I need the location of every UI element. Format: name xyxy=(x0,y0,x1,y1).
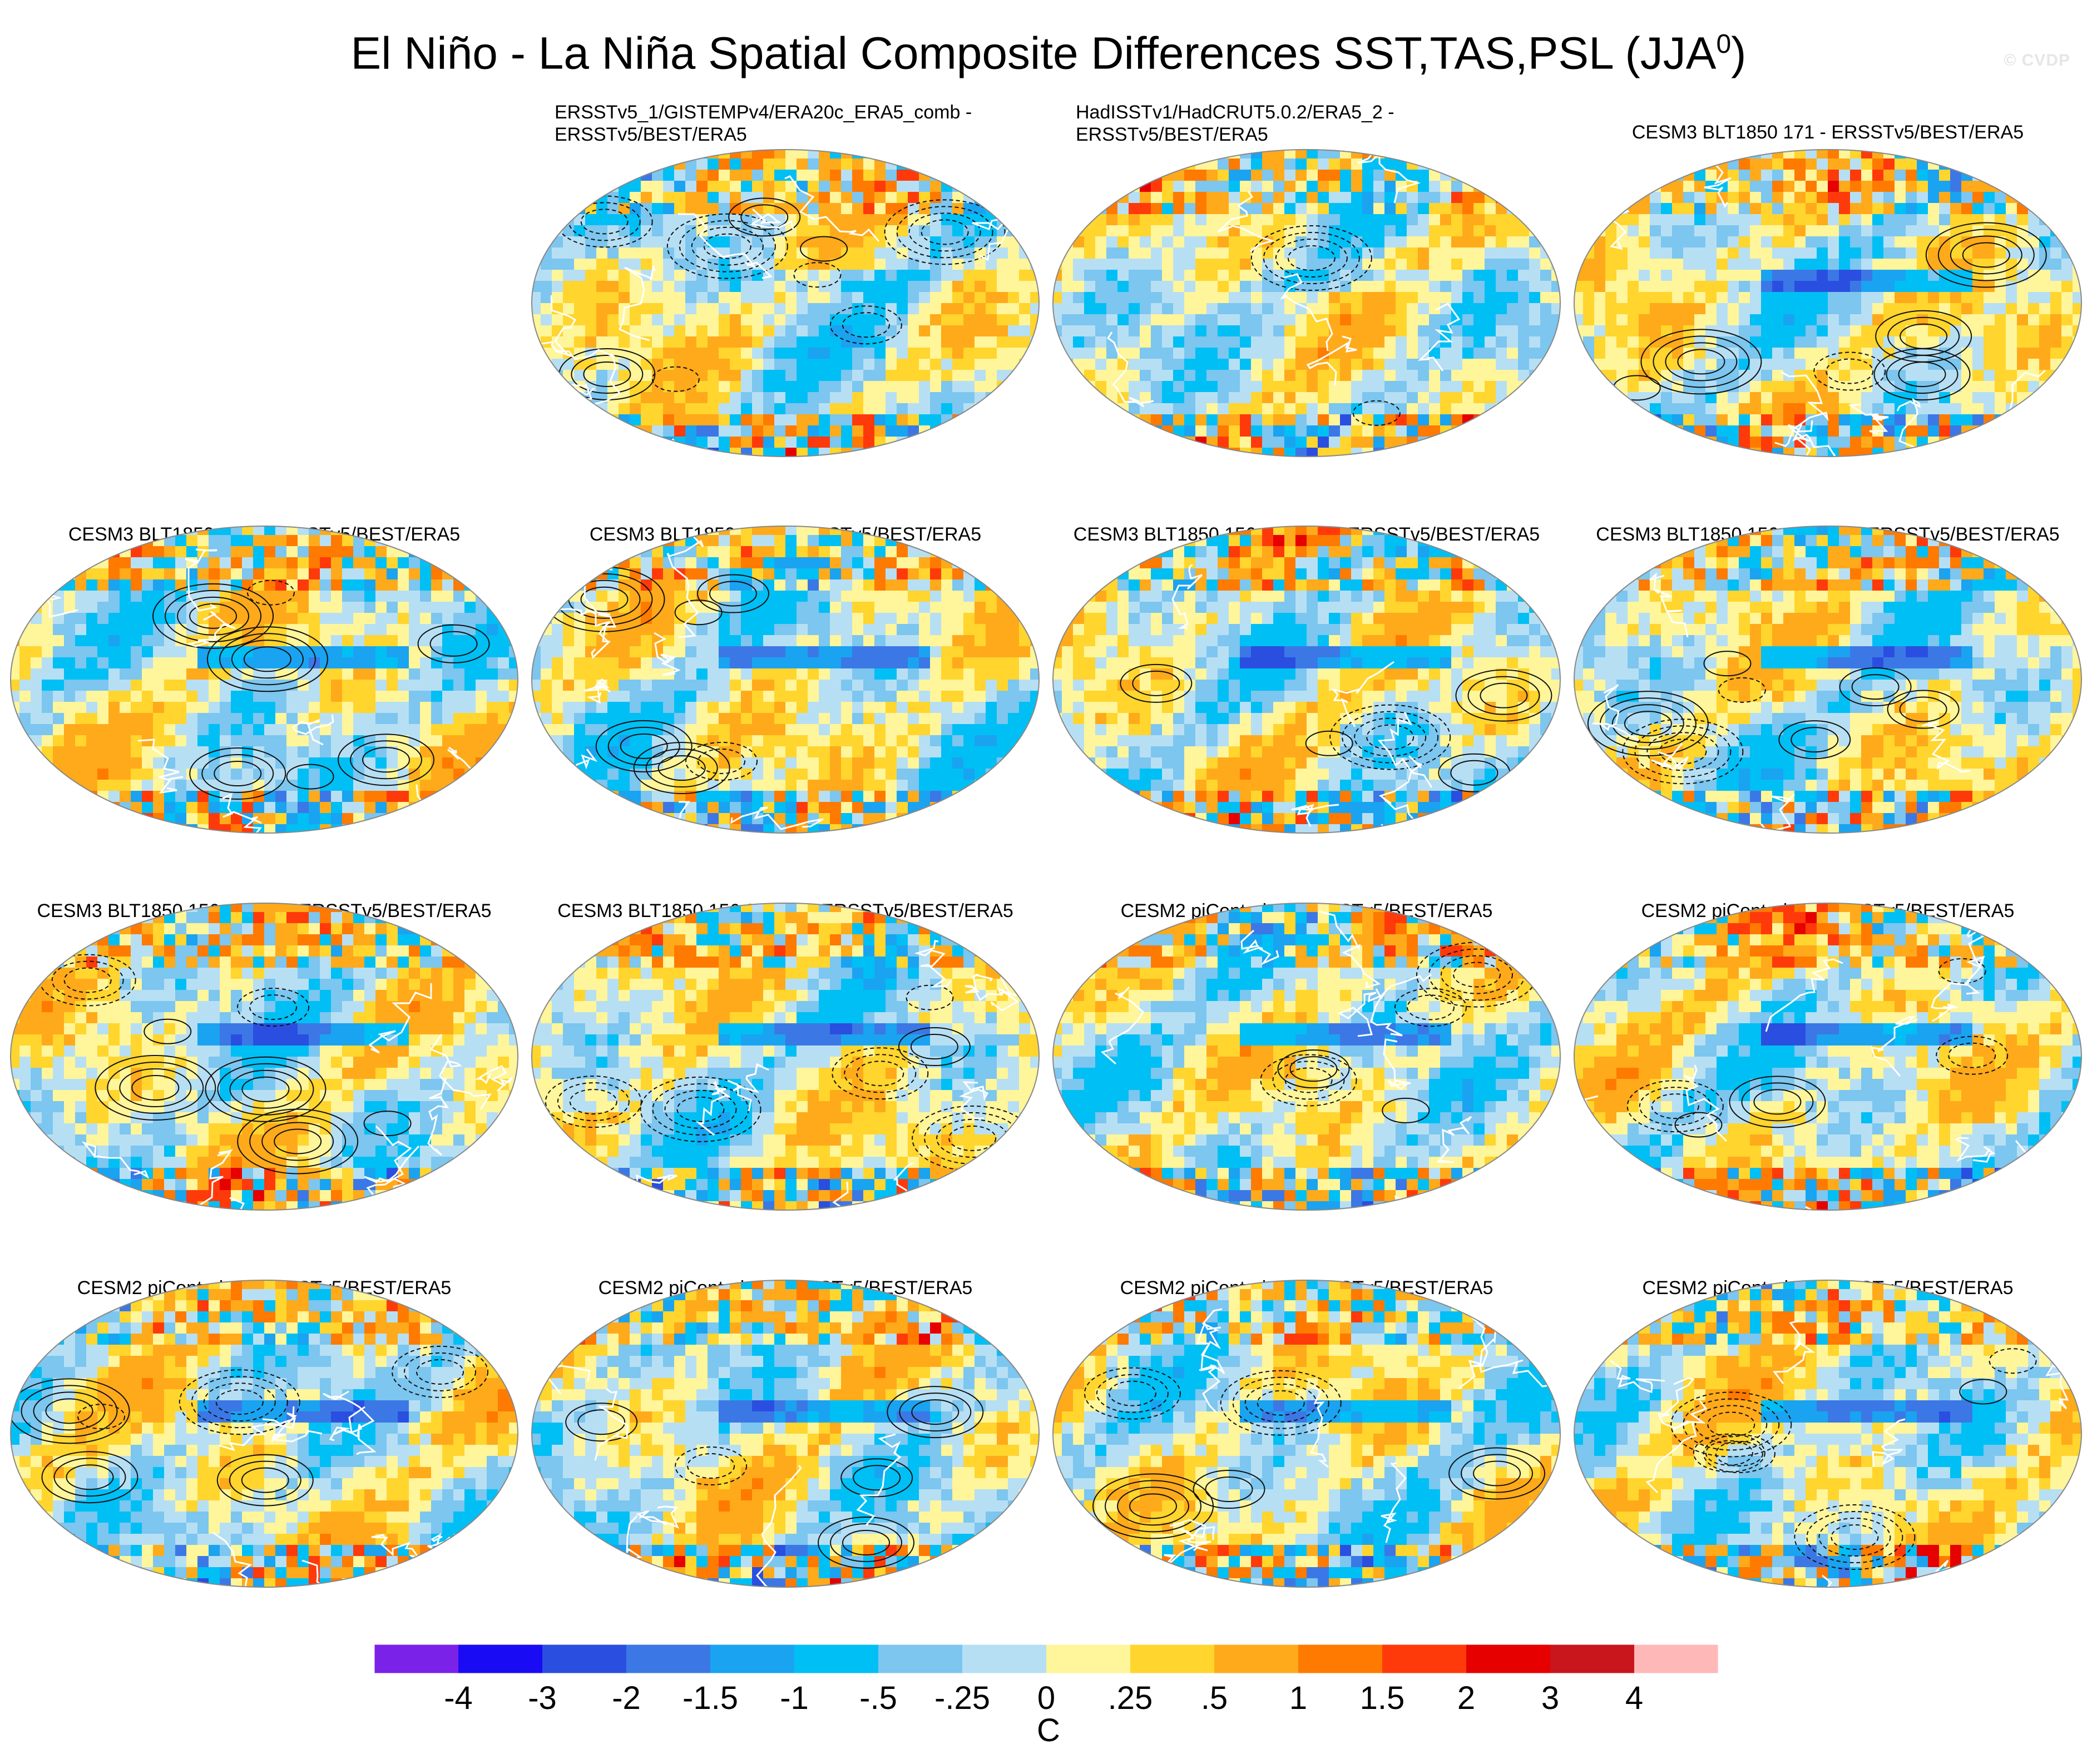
colorbar-segment xyxy=(1550,1644,1634,1673)
map-panel xyxy=(1052,1280,1561,1588)
map-panel xyxy=(1574,526,2082,834)
map-panel xyxy=(531,1280,1040,1588)
panel-title-line: HadISSTv1/HadCRUT5.0.2/ERA5_2 - xyxy=(1076,102,1394,123)
colorbar-units: C xyxy=(1037,1712,1060,1748)
colorbar-segment xyxy=(374,1644,458,1673)
colorbar-segment xyxy=(1466,1644,1550,1673)
colorbar-tick-label: -3 xyxy=(528,1680,557,1716)
colorbar-segment xyxy=(458,1644,542,1673)
colorbar-tick-label: -4 xyxy=(444,1680,473,1716)
colorbar-tick-label: -1.5 xyxy=(682,1680,738,1716)
colorbar-tick-label: .5 xyxy=(1200,1680,1228,1716)
map-panel xyxy=(531,149,1040,457)
figure-title: El Niño - La Niña Spatial Composite Diff… xyxy=(350,28,1747,79)
panel-title: ERSSTv5_1/GISTEMPv4/ERA20c_ERA5_comb - ER… xyxy=(555,101,1077,146)
colorbar-segment xyxy=(542,1644,626,1673)
map-panel xyxy=(1052,149,1561,457)
colorbar-segment xyxy=(794,1644,878,1673)
colorbar-tick-label: 1 xyxy=(1289,1680,1308,1716)
panel-title-line: CESM3 BLT1850 171 - ERSSTv5/BEST/ERA5 xyxy=(1631,122,2024,143)
colorbar-segment xyxy=(710,1644,794,1673)
colorbar-tick-label: -.5 xyxy=(859,1680,897,1716)
colorbar-tick-label: 0 xyxy=(1037,1680,1056,1716)
colorbar-tick-label: 2 xyxy=(1457,1680,1476,1716)
colorbar-tick-label: -.25 xyxy=(934,1680,990,1716)
colorbar-segment xyxy=(1382,1644,1466,1673)
map-panel xyxy=(1574,149,2082,457)
colorbar-tick-label: .25 xyxy=(1107,1680,1153,1716)
panel-title: HadISSTv1/HadCRUT5.0.2/ERA5_2 - ERSSTv5/B… xyxy=(1076,101,1599,146)
colorbar-tick-label: -1 xyxy=(780,1680,809,1716)
panel-title-line: ERSSTv5_1/GISTEMPv4/ERA20c_ERA5_comb - xyxy=(555,102,972,123)
colorbar-tick-label: 1.5 xyxy=(1359,1680,1405,1716)
colorbar-segment xyxy=(626,1644,710,1673)
map-panel xyxy=(531,903,1040,1211)
panel-title-line: ERSSTv5/BEST/ERA5 xyxy=(1076,124,1268,145)
panel-title-line: ERSSTv5/BEST/ERA5 xyxy=(555,124,747,145)
map-panel xyxy=(1052,526,1561,834)
colorbar-tick-label: 4 xyxy=(1625,1680,1644,1716)
map-panel xyxy=(10,526,518,834)
colorbar-segment xyxy=(1298,1644,1382,1673)
colorbar-segment xyxy=(962,1644,1046,1673)
map-panel xyxy=(1574,1280,2082,1588)
watermark: © CVDP xyxy=(2004,51,2070,70)
map-panel xyxy=(1574,903,2082,1211)
colorbar-segment xyxy=(1046,1644,1130,1673)
map-panel xyxy=(10,903,518,1211)
map-panel xyxy=(531,526,1040,834)
colorbar-segment xyxy=(878,1644,962,1673)
map-panel xyxy=(10,1280,518,1588)
map-panel xyxy=(1052,903,1561,1211)
colorbar-tick-label: -2 xyxy=(612,1680,641,1716)
panel-title: CESM3 BLT1850 171 - ERSSTv5/BEST/ERA5 xyxy=(1566,121,2089,143)
colorbar-segment xyxy=(1634,1644,1718,1673)
colorbar-tick-label: 3 xyxy=(1541,1680,1560,1716)
colorbar-segment xyxy=(1130,1644,1214,1673)
colorbar-segment xyxy=(1214,1644,1298,1673)
